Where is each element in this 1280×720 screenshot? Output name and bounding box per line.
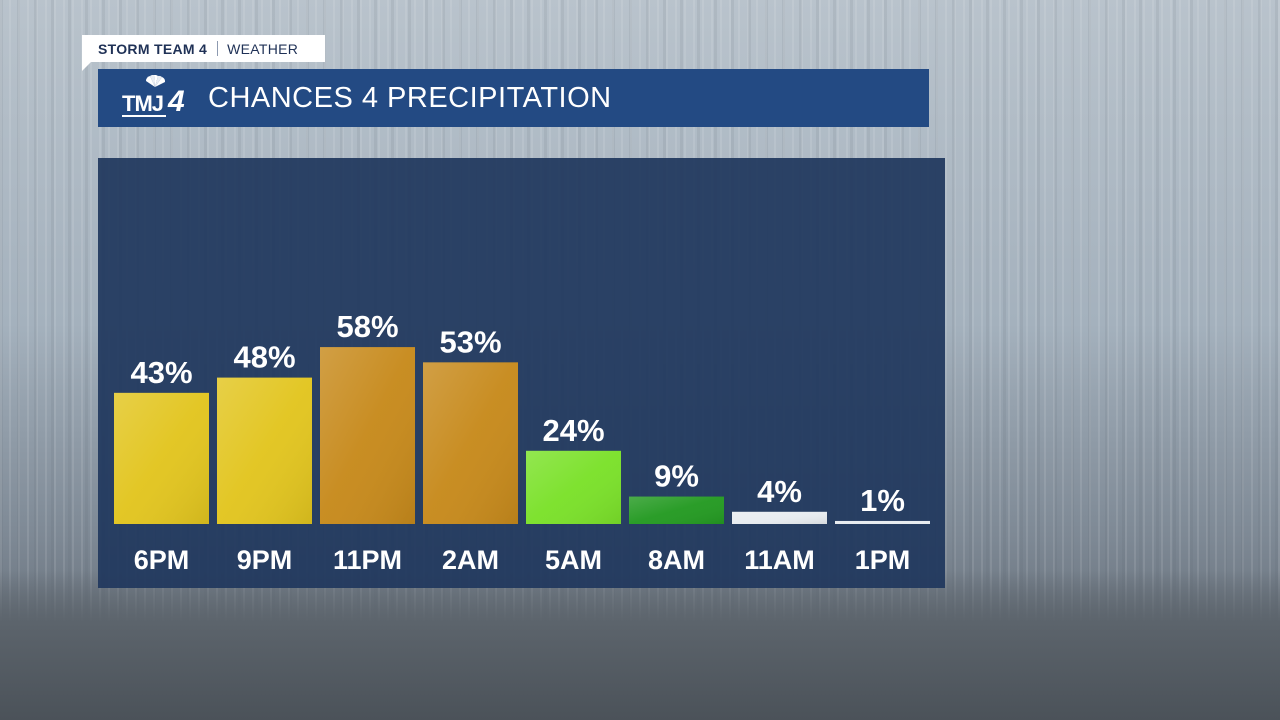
- value-label-8am: 9%: [654, 459, 699, 494]
- category-label-9pm: 9PM: [237, 545, 293, 575]
- storm-team-tag: STORM TEAM 4 WEATHER: [82, 35, 325, 62]
- category-label-6pm: 6PM: [134, 545, 190, 575]
- tag-weather-label: WEATHER: [227, 40, 299, 57]
- category-label-11am: 11AM: [744, 545, 815, 575]
- category-label-11pm: 11PM: [333, 545, 402, 575]
- tag-storm-team-label: STORM TEAM 4: [98, 40, 208, 57]
- bar-sheen-11am: [732, 511, 827, 524]
- category-label-5am: 5AM: [545, 545, 602, 575]
- bar-sheen-9pm: [217, 377, 312, 524]
- bar-sheen-6pm: [114, 392, 209, 524]
- value-label-2am: 53%: [439, 324, 501, 359]
- chart-panel: 43% 6PM 48% 9PM 58% 11PM 53% 2AM 24% 5AM 9% 8AM 4% 11…: [98, 158, 945, 588]
- logo-letters: TMJ: [122, 91, 164, 116]
- bar-1pm: [835, 520, 930, 524]
- logo-underline: [122, 115, 166, 117]
- title-bar: TMJ 4 CHANCES 4 PRECIPITATION: [98, 69, 929, 127]
- value-label-11pm: 58%: [336, 309, 398, 344]
- wet-ground-background: [0, 570, 1280, 720]
- category-label-2am: 2AM: [442, 545, 499, 575]
- page-title: CHANCES 4 PRECIPITATION: [208, 82, 612, 114]
- bar-sheen-5am: [526, 450, 621, 524]
- logo-number: 4: [168, 85, 185, 118]
- bar-sheen-11pm: [320, 347, 415, 524]
- tag-divider: [217, 41, 219, 56]
- tag-notch: [82, 62, 91, 71]
- precipitation-bar-chart: 43% 6PM 48% 9PM 58% 11PM 53% 2AM 24% 5AM 9% 8AM 4% 11…: [114, 309, 930, 575]
- value-label-11am: 4%: [757, 474, 802, 509]
- value-label-5am: 24%: [542, 413, 604, 448]
- value-label-9pm: 48%: [233, 340, 295, 375]
- category-label-8am: 8AM: [648, 545, 705, 575]
- bar-sheen-2am: [423, 362, 518, 524]
- peacock-icon: [145, 75, 166, 87]
- value-label-6pm: 43%: [130, 355, 192, 390]
- tmj4-logo: TMJ 4: [120, 75, 190, 123]
- category-label-1pm: 1PM: [855, 545, 911, 575]
- value-label-1pm: 1%: [860, 483, 905, 518]
- bar-sheen-8am: [629, 496, 724, 524]
